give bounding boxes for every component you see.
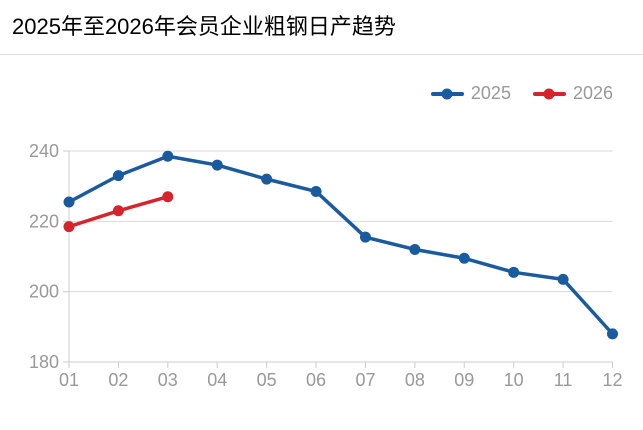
series-line-2025 xyxy=(67,154,615,336)
x-axis-label: 06 xyxy=(306,370,326,390)
data-point-2025-11[interactable] xyxy=(557,273,569,285)
x-axis-label: 05 xyxy=(257,370,277,390)
data-point-2025-02[interactable] xyxy=(112,170,124,182)
title-divider xyxy=(0,54,643,55)
y-axis-label: 220 xyxy=(29,211,59,231)
y-axis-label: 180 xyxy=(29,352,59,372)
x-axis-label: 03 xyxy=(158,370,178,390)
data-point-2026-01[interactable] xyxy=(63,221,75,233)
page-title: 2025年至2026年会员企业粗钢日产趋势 xyxy=(12,14,396,39)
y-axis-label: 200 xyxy=(29,282,59,302)
data-point-2026-03[interactable] xyxy=(162,191,174,203)
data-point-2025-10[interactable] xyxy=(508,266,520,278)
legend-line-dot-icon xyxy=(532,88,566,99)
data-point-2026-02[interactable] xyxy=(112,205,124,217)
x-axis-label: 10 xyxy=(504,370,524,390)
x-axis-label: 02 xyxy=(108,370,128,390)
legend: 2025 2026 xyxy=(430,83,613,104)
data-point-2025-12[interactable] xyxy=(607,328,618,340)
x-axis-label: 08 xyxy=(405,370,425,390)
data-point-2025-01[interactable] xyxy=(63,196,75,208)
legend-label-2026: 2026 xyxy=(572,83,613,103)
x-axis-label: 11 xyxy=(554,370,573,390)
data-point-2025-06[interactable] xyxy=(310,185,322,197)
x-axis-label: 04 xyxy=(207,370,227,390)
legend-label-2025: 2025 xyxy=(470,83,511,103)
data-point-2025-09[interactable] xyxy=(458,252,470,264)
x-axis-label: 12 xyxy=(602,370,622,390)
legend-item-2026[interactable]: 2026 xyxy=(532,83,613,104)
x-axis-label: 07 xyxy=(355,370,375,390)
data-point-2025-03[interactable] xyxy=(162,150,174,162)
y-axis-label: 240 xyxy=(29,141,59,161)
data-point-2025-08[interactable] xyxy=(409,243,421,255)
x-axis-label: 09 xyxy=(454,370,474,390)
legend-line-dot-icon xyxy=(430,88,464,99)
x-axis-label: 01 xyxy=(59,370,79,390)
legend-item-2025[interactable]: 2025 xyxy=(430,83,511,104)
data-point-2025-05[interactable] xyxy=(261,173,273,185)
data-point-2025-04[interactable] xyxy=(211,159,223,171)
data-point-2025-07[interactable] xyxy=(359,231,371,243)
